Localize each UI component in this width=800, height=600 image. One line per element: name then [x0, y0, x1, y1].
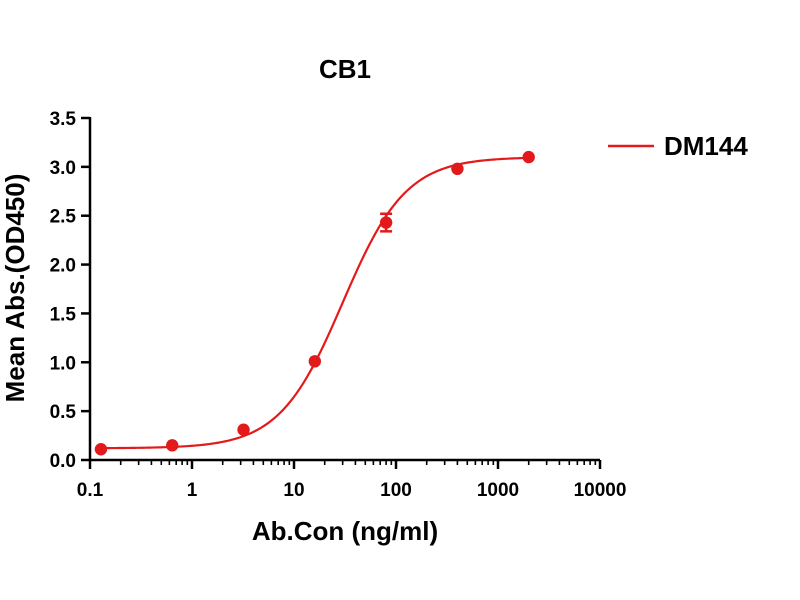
x-tick-label: 0.1	[77, 480, 104, 501]
fit-curve-dm144	[100, 156, 529, 450]
x-axis-label: Ab.Con (ng/ml)	[252, 516, 438, 546]
data-point	[237, 423, 250, 436]
data-point	[94, 443, 108, 456]
y-tick-label: 2.5	[50, 207, 77, 228]
data-point	[522, 150, 535, 164]
y-ticks: 0.0 0.5 1.0 1.5 2.0 2.5 3.0 3.5	[50, 109, 90, 472]
axes	[88, 117, 600, 462]
x-tick-label: 1000	[477, 480, 519, 501]
legend-label-dm144: DM144	[664, 131, 748, 161]
y-axis-label: Mean Abs.(OD450)	[0, 174, 30, 403]
x-tick-label: 100	[380, 480, 412, 501]
legend: DM144	[608, 131, 748, 161]
chart-title: CB1	[319, 54, 371, 84]
data-point	[308, 355, 322, 368]
data-point	[379, 216, 393, 229]
y-tick-label: 1.0	[50, 353, 76, 374]
data-point	[166, 439, 179, 452]
data-point	[451, 162, 464, 176]
y-tick-label: 2.0	[50, 256, 76, 277]
x-tick-label: 1	[187, 480, 198, 501]
y-tick-label: 3.5	[50, 109, 77, 130]
x-tick-label: 10	[283, 480, 304, 501]
y-tick-label: 3.0	[50, 158, 76, 179]
y-tick-label: 1.5	[50, 304, 77, 325]
x-ticks: 0.1 1 10 100 1000 10000	[77, 460, 627, 501]
plot-area	[94, 150, 535, 456]
x-tick-label: 10000	[574, 480, 627, 501]
y-tick-label: 0.5	[50, 402, 77, 423]
y-tick-label: 0.0	[50, 451, 76, 472]
